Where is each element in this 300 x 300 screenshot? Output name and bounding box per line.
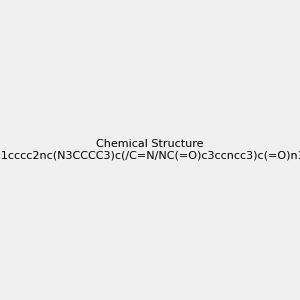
Text: Chemical Structure
Cc1cccc2nc(N3CCCC3)c(/C=N/NC(=O)c3ccncc3)c(=O)n12: Chemical Structure Cc1cccc2nc(N3CCCC3)c(… [0,139,300,161]
